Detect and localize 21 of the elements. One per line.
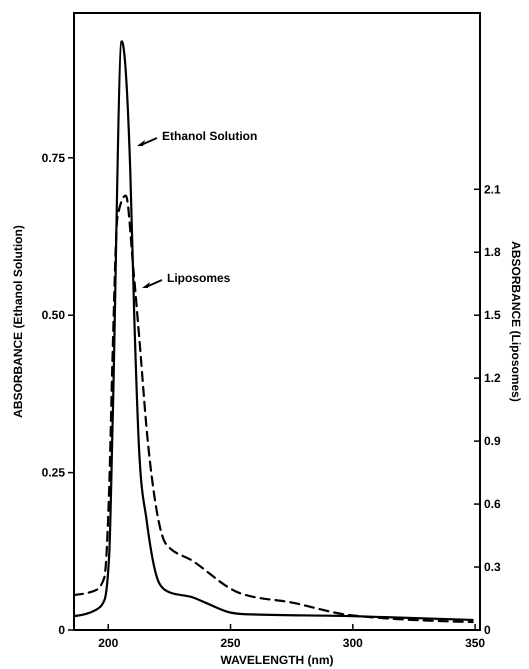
y2-tick-label: 0.9 xyxy=(484,434,502,448)
x-tick-label: 200 xyxy=(98,636,119,650)
x-tick-label: 300 xyxy=(342,636,364,650)
y2-tick-label: 0.3 xyxy=(484,560,502,574)
y-tick-label: 0.25 xyxy=(42,466,66,480)
x-tick-label: 250 xyxy=(220,636,241,650)
y-tick-label: 0.50 xyxy=(42,308,66,322)
x-axis-title: WAVELENGTH (nm) xyxy=(220,653,334,667)
annotation: Ethanol Solution xyxy=(162,129,258,143)
annotation: Liposomes xyxy=(167,271,231,285)
y2-tick-label: 1.5 xyxy=(484,308,502,322)
y2-tick-label: 1.2 xyxy=(484,371,502,386)
y2-axis-title: ABSORBANCE (Liposomes) xyxy=(509,241,523,402)
y2-tick-label: 0 xyxy=(484,623,491,637)
y-tick-label: 0 xyxy=(58,623,66,637)
x-tick-label: 350 xyxy=(465,636,486,650)
y-axis-title: ABSORBANCE (Ethanol Solution) xyxy=(11,225,25,418)
y-tick-label: 0.75 xyxy=(42,150,66,165)
y2-tick-label: 1.8 xyxy=(484,245,502,260)
y2-tick-label: 0.6 xyxy=(484,497,502,512)
y2-tick-label: 2.1 xyxy=(484,182,502,196)
